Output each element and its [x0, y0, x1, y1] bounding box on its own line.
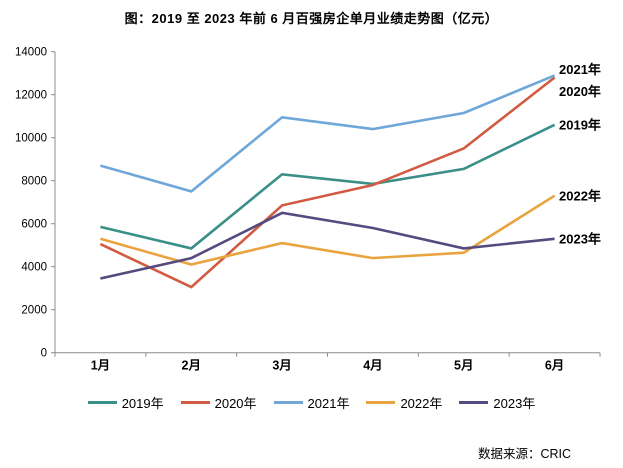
legend-label: 2023年: [493, 396, 536, 411]
y-axis-tick-label: 0: [41, 348, 47, 360]
line-chart-canvas: 0 2000 4000 6000 8000 10000 12000 14000 1月 2月 3月 4月…: [15, 47, 601, 373]
chart-legend: 2019年 2020年 2021年 2022年 2023年: [0, 393, 623, 412]
legend-item-2020: 2020年: [180, 393, 257, 412]
x-axis-category-label: 1月: [91, 359, 110, 373]
legend-label: 2021年: [307, 396, 350, 411]
x-axis-category-label: 2月: [182, 359, 201, 373]
legend-label: 2020年: [214, 396, 257, 411]
series-line-2021: [100, 74, 556, 193]
legend-label: 2019年: [121, 396, 164, 411]
series-line-2020: [99, 76, 556, 289]
legend-swatch-icon: [180, 401, 210, 404]
series-line-2023: [100, 211, 555, 280]
y-axis-tick-label: 12000: [15, 90, 47, 102]
series-end-label-2022: 2022年: [559, 188, 601, 203]
series-end-label-2023: 2023年: [559, 231, 601, 246]
legend-swatch-icon: [459, 401, 489, 404]
x-axis-category-label: 4月: [363, 359, 382, 373]
y-axis-tick-label: 10000: [15, 133, 47, 145]
legend-item-2022: 2022年: [366, 393, 442, 412]
data-source-note: 数据来源：CRIC: [477, 447, 571, 461]
y-axis-tick-label: 14000: [15, 47, 47, 59]
legend-swatch-icon: [366, 401, 396, 404]
series-line-2019: [100, 123, 556, 250]
legend-swatch-icon: [273, 401, 303, 404]
chart-title: 图：2019 至 2023 年前 6 月百强房企单月业绩走势图（亿元）: [124, 11, 499, 26]
series-end-label-2019: 2019年: [559, 117, 601, 132]
legend-swatch-icon: [87, 401, 117, 404]
legend-item-2023: 2023年: [459, 393, 535, 412]
legend-item-2019: 2019年: [87, 393, 164, 412]
y-axis-tick-label: 2000: [21, 305, 47, 317]
legend-label: 2022年: [400, 396, 443, 411]
y-axis-tick-label: 4000: [21, 262, 47, 274]
x-axis-category-label: 5月: [454, 359, 473, 373]
y-axis-tick-label: 6000: [21, 219, 47, 231]
series-line-2022: [100, 194, 556, 266]
x-axis-category-label: 6月: [545, 359, 564, 373]
x-axis-category-label: 3月: [272, 359, 291, 373]
series-end-label-2021: 2021年: [559, 62, 601, 77]
legend-item-2021: 2021年: [273, 393, 350, 412]
y-axis-tick-label: 8000: [21, 176, 47, 188]
series-end-label-2020: 2020年: [559, 84, 601, 99]
